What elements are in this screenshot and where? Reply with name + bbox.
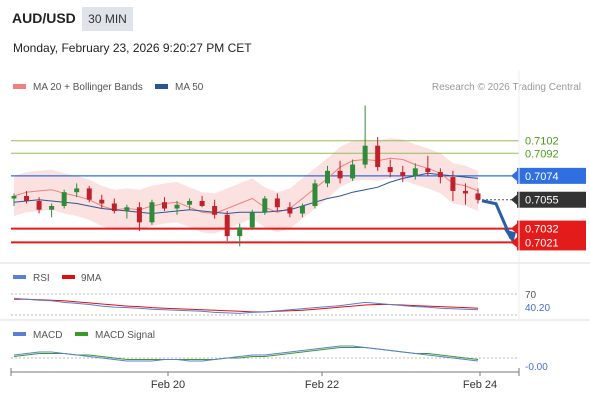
x-axis-tick-label: Feb 20 bbox=[151, 379, 185, 391]
legend-macd-label: MACD bbox=[33, 330, 62, 341]
legend-macd-swatch bbox=[13, 332, 26, 336]
legend-9ma-swatch bbox=[62, 275, 75, 279]
candle-body bbox=[61, 192, 67, 206]
candle-body bbox=[412, 168, 418, 176]
forecast-arrow-layer bbox=[481, 199, 516, 244]
candle-body bbox=[437, 172, 443, 178]
candle-body bbox=[212, 206, 218, 215]
candle-body bbox=[400, 172, 406, 176]
ma50-line bbox=[13, 172, 479, 215]
macd-value-label: -0.00 bbox=[525, 362, 548, 373]
bollinger-band-fill bbox=[14, 138, 478, 234]
forecast-arrow-head bbox=[504, 229, 516, 244]
rsi-legend: RSI 9MA bbox=[13, 273, 102, 284]
price-badge-pointer bbox=[511, 193, 518, 206]
candle-body bbox=[312, 183, 318, 206]
macd-lines-layer bbox=[13, 345, 479, 362]
candle-body bbox=[174, 204, 180, 209]
price-badge-label: 0.7032 bbox=[525, 224, 559, 236]
moving-averages-layer bbox=[13, 157, 479, 215]
legend-ma50-swatch bbox=[155, 84, 168, 89]
candle-body bbox=[49, 206, 55, 210]
candle-body bbox=[475, 193, 481, 200]
candle-body bbox=[274, 198, 280, 208]
resistance-level-label: 0.7102 bbox=[525, 136, 559, 148]
candle-body bbox=[11, 195, 17, 199]
bollinger-band-layer bbox=[14, 138, 478, 234]
price-badge-pointer bbox=[511, 169, 518, 182]
candle-body bbox=[136, 207, 142, 223]
price-badge-label: 0.7074 bbox=[525, 171, 559, 183]
price-badge-background bbox=[517, 234, 586, 251]
candle-body bbox=[375, 145, 381, 168]
forecast-arrow-line bbox=[481, 199, 513, 240]
candle-body bbox=[149, 202, 155, 223]
candle-body bbox=[199, 200, 205, 206]
ma20-line bbox=[13, 157, 479, 215]
rsi-value-label: 40.20 bbox=[525, 303, 550, 314]
legend-rsi-swatch bbox=[13, 275, 26, 279]
macd-legend: MACD MACD Signal bbox=[13, 330, 155, 341]
rsi-line bbox=[13, 297, 479, 314]
candle-body bbox=[337, 170, 343, 179]
candle-body bbox=[124, 207, 130, 212]
resistance-level-label: 0.7092 bbox=[525, 148, 559, 160]
x-axis-tick-label: Feb 22 bbox=[305, 379, 339, 391]
candle-body bbox=[325, 170, 331, 184]
candle-body bbox=[299, 206, 305, 214]
candlestick-layer bbox=[11, 105, 481, 247]
candle-body bbox=[287, 207, 293, 214]
candle-body bbox=[425, 168, 431, 173]
level-lines-layer bbox=[11, 140, 519, 244]
price-badge-label: 0.7021 bbox=[525, 237, 559, 249]
candle-body bbox=[262, 198, 268, 213]
price-badge-label: 0.7055 bbox=[525, 195, 559, 207]
candle-body bbox=[350, 164, 356, 179]
rsi-lines-layer bbox=[13, 297, 479, 314]
candle-body bbox=[450, 177, 456, 191]
candle-body bbox=[86, 188, 92, 200]
candle-body bbox=[237, 227, 243, 237]
candle-body bbox=[387, 167, 393, 173]
legend-rsi-label: RSI bbox=[33, 273, 50, 284]
candle-body bbox=[462, 190, 468, 194]
main-legend: MA 20 + Bollinger Bands MA 50 Research ©… bbox=[13, 82, 581, 93]
candle-body bbox=[74, 188, 80, 193]
candle-body bbox=[161, 202, 167, 209]
candle-body bbox=[99, 199, 105, 204]
candle-body bbox=[224, 214, 230, 237]
candle-body bbox=[187, 200, 193, 205]
legend-ma20-swatch bbox=[13, 84, 26, 89]
candle-body bbox=[24, 195, 30, 201]
candle-body bbox=[249, 212, 255, 228]
price-badge-background bbox=[517, 167, 586, 184]
legend-macd-signal-swatch bbox=[75, 332, 88, 336]
legend-9ma-label: 9MA bbox=[81, 273, 102, 284]
price-badge-background bbox=[517, 191, 586, 208]
legend-ma50-label: MA 50 bbox=[175, 82, 204, 93]
candle-body bbox=[111, 203, 117, 212]
price-badge-pointer bbox=[511, 222, 518, 235]
candle-body bbox=[362, 145, 368, 165]
rsi-70-label: 70 bbox=[525, 290, 537, 301]
legend-macd-signal-label: MACD Signal bbox=[95, 330, 155, 341]
candle-body bbox=[36, 200, 42, 210]
price-badge-pointer bbox=[511, 236, 518, 249]
legend-ma20-label: MA 20 + Bollinger Bands bbox=[33, 82, 143, 93]
symbol-title: AUD/USD bbox=[12, 10, 76, 26]
x-axis-ticks: Feb 20 Feb 22 Feb 24 bbox=[10, 368, 520, 391]
timeframe-button[interactable]: 30 MIN bbox=[82, 7, 133, 31]
credit-label: Research © 2026 Trading Central bbox=[432, 82, 581, 93]
datetime-label: Monday, February 23, 2026 9:20:27 PM CET bbox=[13, 41, 252, 55]
x-axis-tick-label: Feb 24 bbox=[463, 379, 497, 391]
chart-header: AUD/USD 30 MIN Monday, February 23, 2026… bbox=[0, 0, 590, 70]
price-badge-background bbox=[517, 220, 586, 237]
macd-line bbox=[13, 345, 479, 362]
